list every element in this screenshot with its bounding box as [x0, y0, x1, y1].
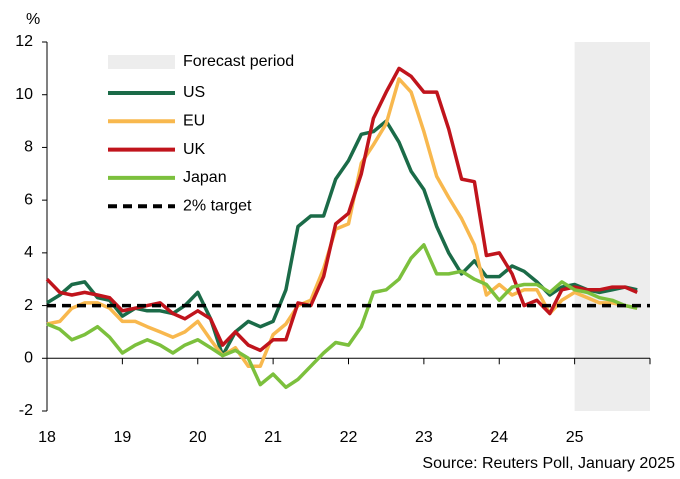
x-tick-label: 18 [38, 429, 56, 446]
x-tick-label: 22 [340, 429, 358, 446]
y-unit-label: % [26, 11, 40, 28]
y-tick-label: 8 [24, 139, 33, 156]
legend-swatch [108, 55, 175, 69]
x-tick-label: 24 [490, 429, 508, 446]
x-tick-label: 25 [566, 429, 584, 446]
x-tick-label: 20 [189, 429, 207, 446]
x-tick-label: 19 [113, 429, 131, 446]
y-tick-label: 12 [15, 33, 33, 50]
legend-label: Forecast period [183, 53, 294, 70]
y-tick-label: 10 [15, 86, 33, 103]
x-tick-label: 23 [415, 429, 433, 446]
y-tick-label: 6 [24, 191, 33, 208]
x-tick-label: 21 [264, 429, 282, 446]
y-tick-label: 0 [24, 350, 33, 367]
legend-label: 2% target [183, 197, 252, 214]
y-tick-label: 2 [24, 297, 33, 314]
legend-label: EU [183, 113, 205, 130]
y-tick-label: -2 [19, 402, 33, 419]
series-line [46, 77, 638, 368]
legend-label: US [183, 84, 205, 101]
forecast-band [574, 42, 650, 411]
series-line [46, 243, 638, 390]
legend-label: Japan [183, 169, 227, 186]
y-tick-label: 4 [24, 244, 33, 261]
source: Source: Reuters Poll, January 2025 [422, 455, 675, 472]
legend-label: UK [183, 141, 206, 158]
